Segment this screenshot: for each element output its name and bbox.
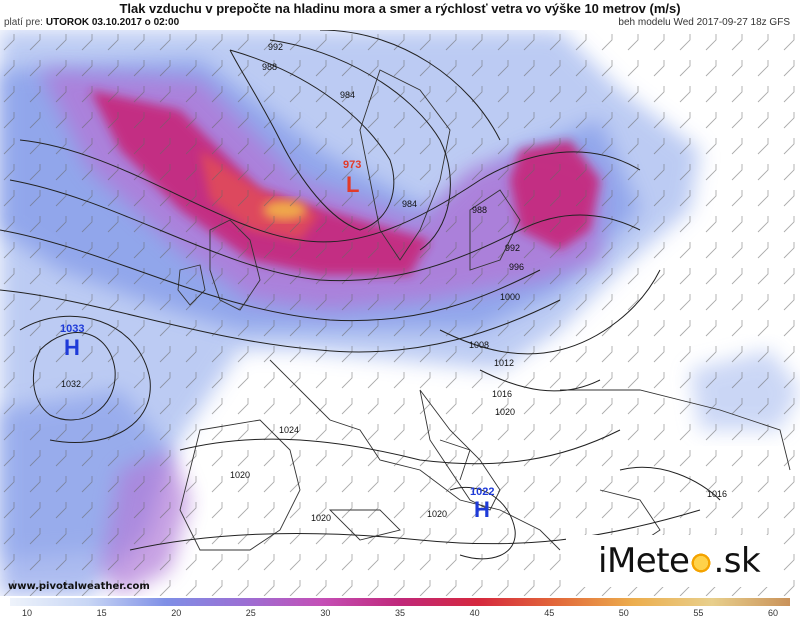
isobars — [0, 30, 721, 560]
isobar-label: 1024 — [279, 425, 299, 435]
isobar-label: 992 — [505, 243, 520, 253]
model-run-info: beh modelu Wed 2017-09-27 18z GFS — [618, 17, 790, 28]
isobar-label: 1020 — [427, 509, 447, 519]
source-credit: www.pivotalweather.com — [8, 581, 150, 592]
map-canvas: 992 988 984 984 988 992 996 1000 1008 10… — [0, 30, 800, 596]
high-marker: H — [474, 497, 490, 522]
colorbar-tick-label: 25 — [246, 608, 256, 618]
logo-text: iMete .sk — [598, 541, 761, 581]
coastlines — [177, 69, 791, 551]
valid-date: UTOROK 03.10.2017 o 02:00 — [45, 17, 180, 28]
map-title: Tlak vzduchu v prepočte na hladinu mora … — [119, 1, 681, 16]
imeteo-logo: iMete .sk — [566, 535, 776, 587]
isobar-label: 1020 — [230, 470, 250, 480]
low-value: 973 — [343, 159, 361, 171]
isobar-label: 996 — [509, 262, 524, 272]
colorbar-tick-label: 55 — [693, 608, 703, 618]
colorbar-tick-label: 10 — [22, 608, 32, 618]
high-marker: H — [64, 335, 80, 360]
isobar-label: 1008 — [469, 340, 489, 350]
weather-map: 992 988 984 984 988 992 996 1000 1008 10… — [0, 30, 800, 596]
isobar-label: 1016 — [707, 489, 727, 499]
isobar-label: 1020 — [495, 407, 515, 417]
colorbar-tick-label: 20 — [171, 608, 181, 618]
wind-barbs — [0, 30, 800, 596]
colorbar-tick-label: 15 — [97, 608, 107, 618]
isobar-label: 988 — [472, 205, 487, 215]
valid-label: platí pre: — [4, 17, 43, 28]
colorbar-ticks: 10 15 20 25 30 35 40 45 50 55 60 — [22, 608, 778, 618]
colorbar-tick-label: 30 — [320, 608, 330, 618]
valid-time: platí pre: UTOROK 03.10.2017 o 02:00 — [4, 17, 179, 28]
high-value: 1022 — [470, 486, 494, 498]
logo-text-right: .sk — [713, 541, 761, 581]
colorbar-tick-label: 40 — [470, 608, 480, 618]
isobar-label: 1012 — [494, 358, 514, 368]
header: Tlak vzduchu v prepočte na hladinu mora … — [0, 0, 800, 30]
colorbar-tick-label: 45 — [544, 608, 554, 618]
isobar-label: 1016 — [492, 389, 512, 399]
isobar-label: 984 — [402, 199, 417, 209]
high-value: 1033 — [60, 323, 84, 335]
isobar-label: 984 — [340, 90, 355, 100]
colorbar-gradient — [10, 598, 790, 606]
low-marker: L — [346, 172, 359, 197]
colorbar-svg: 10 15 20 25 30 35 40 45 50 55 60 — [10, 598, 790, 618]
sun-icon — [690, 552, 713, 574]
isobar-labels: 992 988 984 984 988 992 996 1000 1008 10… — [61, 42, 727, 523]
colorbar-tick-label: 60 — [768, 608, 778, 618]
wind-speed-colorbar: 10 15 20 25 30 35 40 45 50 55 60 — [10, 598, 790, 618]
logo-text-left: iMete — [598, 541, 690, 581]
pressure-centers: 1033 H 1022 H 973 L — [60, 159, 494, 522]
isobar-label: 988 — [262, 62, 277, 72]
colorbar-tick-label: 50 — [619, 608, 629, 618]
isobar-label: 992 — [268, 42, 283, 52]
colorbar-tick-label: 35 — [395, 608, 405, 618]
isobar-label: 1000 — [500, 292, 520, 302]
isobar-label: 1020 — [311, 513, 331, 523]
isobar-label: 1032 — [61, 379, 81, 389]
